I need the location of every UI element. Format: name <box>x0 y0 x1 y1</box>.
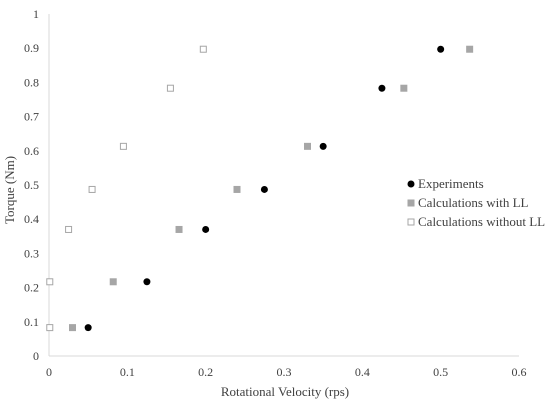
legend-marker <box>407 180 415 188</box>
x-tick-label: 0.4 <box>355 365 370 379</box>
data-point <box>166 84 174 92</box>
y-tick-label: 0 <box>33 349 39 363</box>
data-point <box>65 225 73 233</box>
y-tick-label: 0.1 <box>24 315 39 329</box>
data-point <box>175 225 183 233</box>
data-point <box>46 324 54 332</box>
data-point <box>143 278 151 286</box>
y-tick-label: 0.9 <box>24 41 39 55</box>
data-point <box>233 185 241 193</box>
series-2 <box>69 45 474 332</box>
x-tick-label: 0.2 <box>198 365 213 379</box>
data-point <box>199 45 207 53</box>
y-tick-label: 0.2 <box>24 281 39 295</box>
data-point <box>400 84 408 92</box>
legend-marker <box>407 199 415 207</box>
y-tick-label: 0.7 <box>24 110 39 124</box>
legend-item: Calculations with LL <box>407 195 529 210</box>
data-point <box>437 45 445 53</box>
data-point <box>88 185 96 193</box>
legend-label: Calculations with LL <box>418 195 529 210</box>
x-tick-label: 0 <box>46 365 52 379</box>
y-tick-label: 0.5 <box>24 178 39 192</box>
data-point <box>202 225 210 233</box>
x-axis-label: Rotational Velocity (rps) <box>221 384 349 399</box>
y-tick-label: 0.4 <box>24 212 39 226</box>
x-tick-label: 0.1 <box>120 365 135 379</box>
legend: Experiments Calculations with LL Calculati… <box>407 176 545 229</box>
legend-item: Experiments <box>407 176 484 191</box>
data-point <box>84 324 92 332</box>
y-tick-label: 0.3 <box>24 246 39 260</box>
data-point <box>46 278 54 286</box>
legend-label: Calculations without LL <box>418 214 545 229</box>
x-axis: 0 0.1 0.2 0.3 0.4 0.5 0.6 <box>46 355 527 379</box>
x-tick-label: 0.6 <box>512 365 527 379</box>
series-3 <box>46 45 207 332</box>
data-point <box>119 142 127 150</box>
data-point <box>260 185 268 193</box>
data-point <box>466 45 474 53</box>
data-point <box>69 324 76 332</box>
legend-marker <box>407 218 415 226</box>
y-tick-label: 1 <box>33 7 39 21</box>
y-axis: 0 0.1 0.2 0.3 0.4 0.5 0.6 0.7 0.8 0.9 1 <box>24 7 50 363</box>
y-axis-label: Torque (Nm) <box>2 156 17 224</box>
x-tick-label: 0.3 <box>277 365 292 379</box>
data-point <box>109 278 117 286</box>
legend-item: Calculations without LL <box>407 214 545 229</box>
y-tick-label: 0.6 <box>24 144 39 158</box>
x-tick-label: 0.5 <box>433 365 448 379</box>
plot-area <box>46 45 474 332</box>
data-point <box>319 142 327 150</box>
y-tick-label: 0.8 <box>24 75 39 89</box>
legend-label: Experiments <box>418 176 484 191</box>
data-point <box>304 142 311 150</box>
data-point <box>378 84 386 92</box>
series-1 <box>84 45 445 332</box>
